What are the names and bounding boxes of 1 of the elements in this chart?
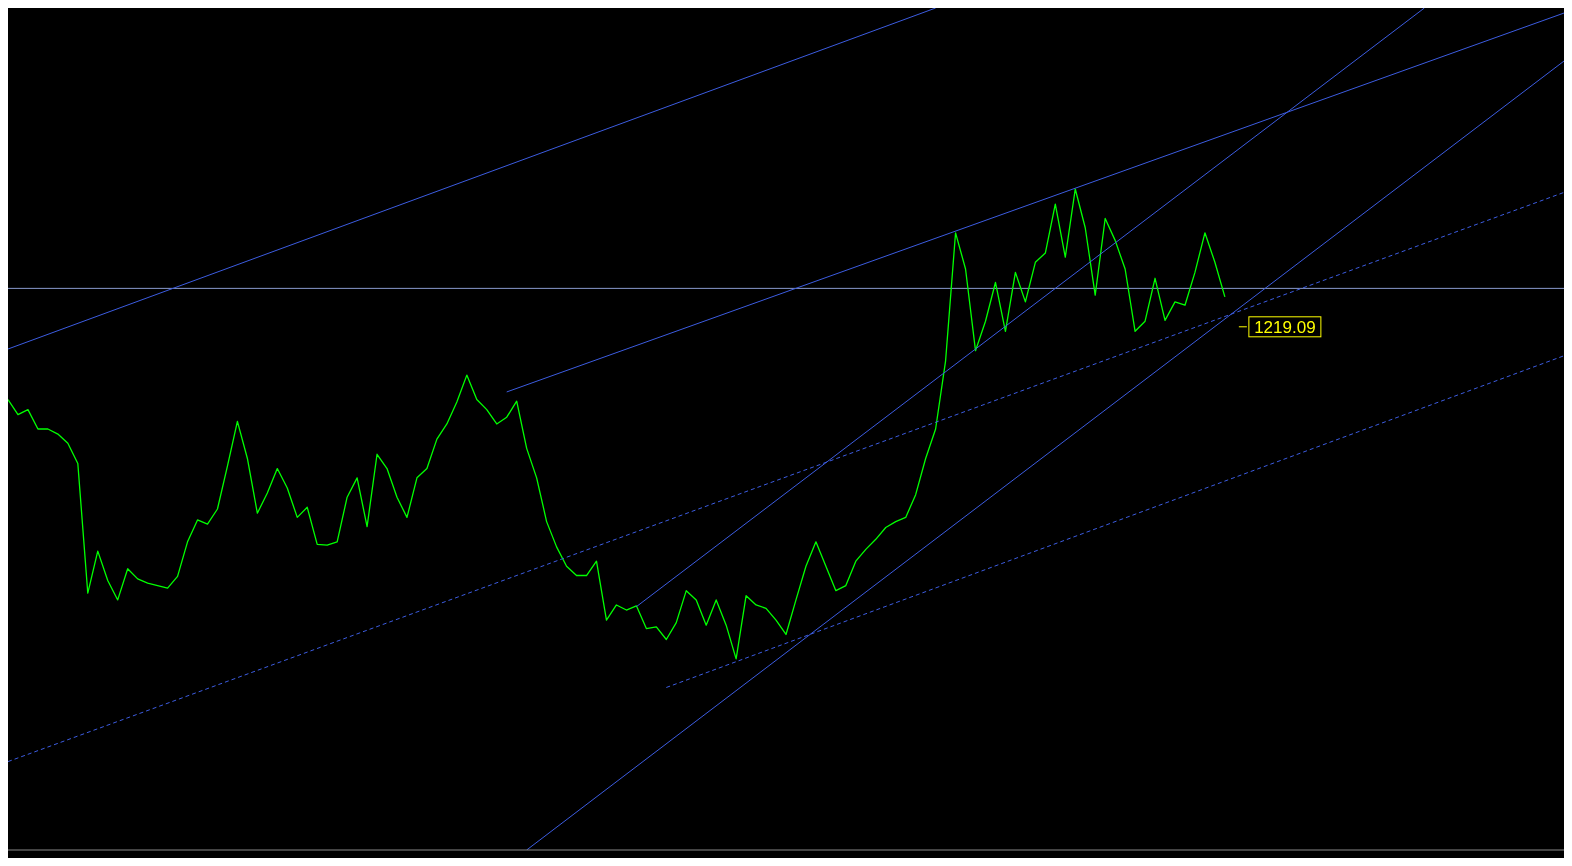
annotation: 1219.09 bbox=[1254, 317, 1316, 337]
